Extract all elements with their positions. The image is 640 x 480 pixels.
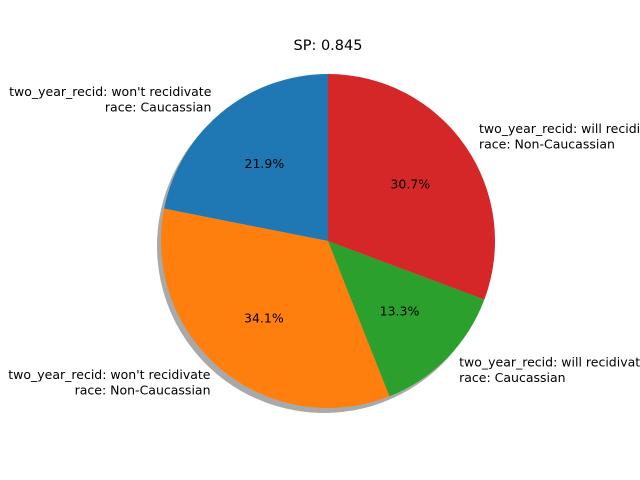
pie-slice-1	[161, 208, 390, 408]
slice-labels: two_year_recid: won't recidivate race: Ca…	[8, 84, 640, 398]
pct-labels: 21.9% 34.1% 13.3% 30.7%	[244, 156, 430, 325]
slice-label-0: two_year_recid: won't recidivate race: Ca…	[9, 84, 212, 115]
slice-label-line-2-0: two_year_recid: will recidivate	[459, 354, 640, 369]
pct-label-0: 21.9%	[245, 156, 285, 171]
slice-label-line-1-1: race: Non-Caucassian	[75, 382, 211, 397]
slice-label-1: two_year_recid: won't recidivate race: No…	[8, 367, 211, 398]
pct-label-1: 34.1%	[244, 311, 284, 326]
slice-label-line-1-0: two_year_recid: won't recidivate	[8, 367, 211, 382]
pie-slice-0	[164, 74, 328, 241]
slice-label-line-2-1: race: Caucassian	[459, 370, 565, 385]
pct-label-3: 30.7%	[390, 176, 430, 191]
pie-slice-3	[328, 74, 496, 300]
slice-label-line-3-0: two_year_recid: will recidivate	[479, 121, 640, 136]
pct-label-2: 13.3%	[380, 304, 420, 319]
slice-label-line-0-0: two_year_recid: won't recidivate	[9, 84, 212, 99]
pie-slice-2	[328, 241, 485, 397]
chart-title: SP: 0.845	[294, 38, 363, 54]
pie-slices	[161, 74, 496, 408]
slice-label-2: two_year_recid: will recidivate race: Cau…	[459, 354, 640, 385]
slice-label-line-3-1: race: Non-Caucassian	[479, 137, 615, 152]
slice-label-line-0-1: race: Caucassian	[105, 99, 211, 114]
